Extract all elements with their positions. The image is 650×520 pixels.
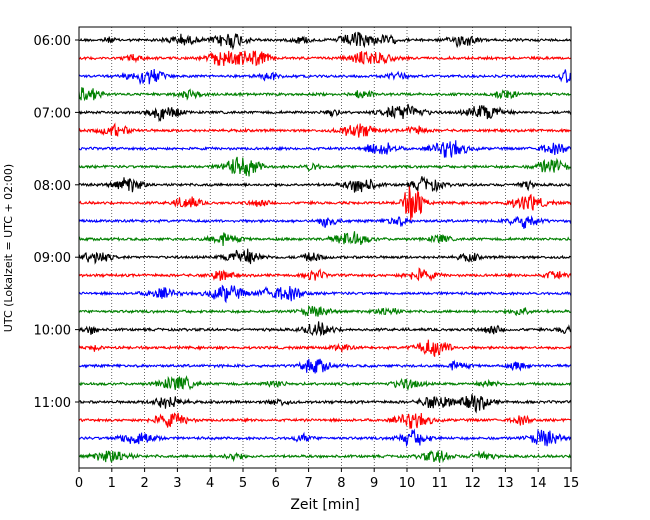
trace-0700 xyxy=(78,103,572,123)
trace-0900 xyxy=(78,248,572,265)
x-tick-label-6: 6 xyxy=(272,476,280,491)
trace-0830 xyxy=(78,214,572,229)
trace-1130 xyxy=(78,428,572,448)
x-axis-ticks: 0 1 2 3 4 5 6 7 8 9 10 11 12 13 14 15 xyxy=(75,468,579,491)
plot-frame xyxy=(78,26,572,469)
trace-0730 xyxy=(78,140,572,158)
y-tick-label-0: 06:00 xyxy=(34,34,71,49)
trace-1030 xyxy=(78,358,572,374)
trace-1015 xyxy=(78,339,572,357)
trace-0800 xyxy=(78,176,572,193)
x-tick-label-11: 11 xyxy=(432,476,449,491)
trace-1115 xyxy=(78,412,572,429)
y-tick-label-4: 10:00 xyxy=(34,324,71,339)
y-tick-label-3: 09:00 xyxy=(34,251,71,266)
trace-1145 xyxy=(78,449,572,463)
trace-0745 xyxy=(78,156,572,177)
seismic-traces xyxy=(78,31,572,463)
trace-0915 xyxy=(78,267,572,282)
x-tick-label-13: 13 xyxy=(497,476,514,491)
x-axis-label: Zeit [min] xyxy=(290,497,359,513)
x-tick-label-5: 5 xyxy=(239,476,247,491)
x-tick-label-4: 4 xyxy=(206,476,214,491)
y-axis-label: UTC (Lokalzeit = UTC + 02:00) xyxy=(2,164,15,332)
x-tick-label-0: 0 xyxy=(75,476,83,491)
x-tick-label-12: 12 xyxy=(464,476,481,491)
x-tick-label-7: 7 xyxy=(304,476,312,491)
trace-0945 xyxy=(78,304,572,317)
x-tick-label-3: 3 xyxy=(173,476,181,491)
trace-0715 xyxy=(78,122,572,138)
x-tick-label-1: 1 xyxy=(108,476,116,491)
x-tick-label-14: 14 xyxy=(530,476,547,491)
x-tick-label-10: 10 xyxy=(399,476,416,491)
x-tick-label-9: 9 xyxy=(370,476,378,491)
trace-0845 xyxy=(78,231,572,246)
trace-0600 xyxy=(78,31,572,51)
trace-1100 xyxy=(78,394,572,414)
y-tick-label-2: 08:00 xyxy=(34,179,71,194)
trace-1000 xyxy=(78,321,572,337)
y-tick-label-5: 11:00 xyxy=(34,396,71,411)
trace-0630 xyxy=(78,69,572,86)
trace-0815 xyxy=(78,186,572,222)
trace-1045 xyxy=(78,375,572,391)
x-tick-label-8: 8 xyxy=(337,476,345,491)
y-axis-ticks: 06:00 07:00 08:00 09:00 10:00 11:00 xyxy=(34,34,79,411)
trace-0645 xyxy=(78,87,572,102)
plot-background xyxy=(79,27,571,468)
trace-0930 xyxy=(78,284,572,304)
y-tick-label-1: 07:00 xyxy=(34,106,71,121)
trace-0615 xyxy=(78,50,572,67)
x-tick-label-2: 2 xyxy=(140,476,148,491)
x-tick-label-15: 15 xyxy=(563,476,580,491)
